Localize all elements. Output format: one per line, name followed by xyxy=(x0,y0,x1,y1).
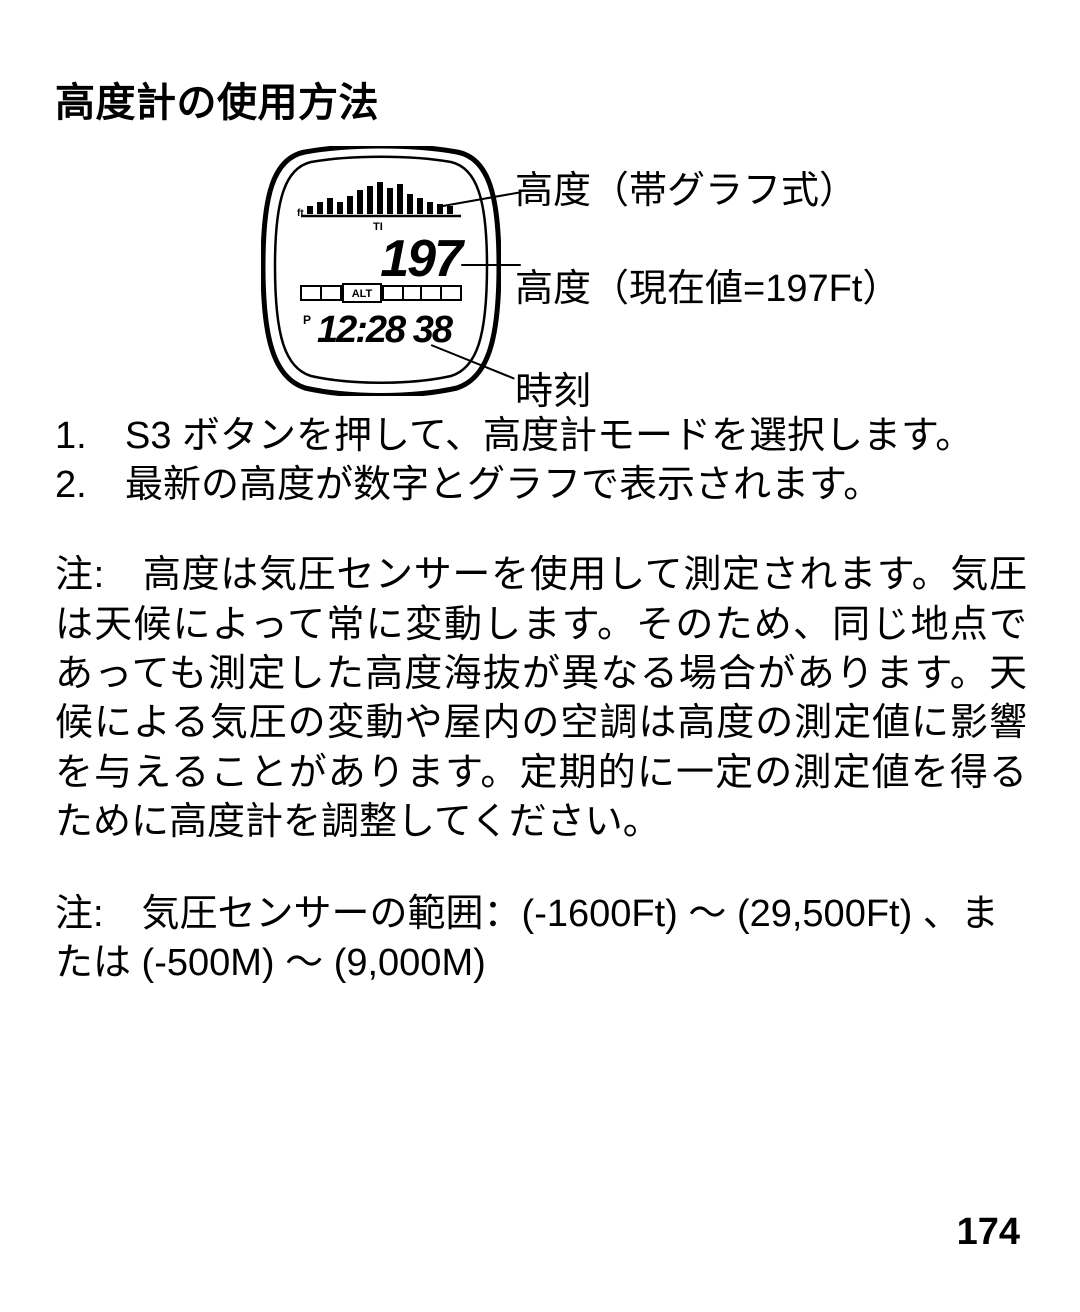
manual-page: 高度計の使用方法 xyxy=(0,0,1080,1312)
step-row: 1. S3 ボタンを押して、高度計モードを選択します。 xyxy=(55,412,1027,461)
callout-time: 時刻 xyxy=(515,369,591,415)
section-title: 高度計の使用方法 xyxy=(55,70,1027,128)
step-text: S3 ボタンを押して、高度計モードを選択します。 xyxy=(125,412,1027,461)
alt-label: ALT xyxy=(352,288,373,300)
note-paragraph: 注: 気圧センサーの範囲：(-1600Ft) ～ (29,500Ft) 、または… xyxy=(55,890,1027,989)
watch-figure: ft TI 197 ALT P xyxy=(55,146,1027,406)
step-text: 最新の高度が数字とグラフで表示されます。 xyxy=(125,461,1027,510)
step-number: 1. xyxy=(55,412,125,461)
page-number: 174 xyxy=(957,1211,1020,1254)
callout-bargraph: 高度（帯グラフ式） xyxy=(515,168,857,214)
svg-text:ft: ft xyxy=(297,208,304,219)
callout-current: 高度（現在値=197Ft） xyxy=(515,266,900,312)
step-number: 2. xyxy=(55,461,125,510)
step-row: 2. 最新の高度が数字とグラフで表示されます。 xyxy=(55,461,1027,510)
altitude-value: 197 xyxy=(380,230,465,288)
leader-line xyxy=(461,264,521,266)
instruction-steps: 1. S3 ボタンを押して、高度計モードを選択します。 2. 最新の高度が数字と… xyxy=(55,412,1027,509)
note-paragraph: 注: 高度は気圧センサーを使用して測定されます。気圧は天候によって常に変動します… xyxy=(55,551,1027,847)
p-label: P xyxy=(303,313,311,327)
